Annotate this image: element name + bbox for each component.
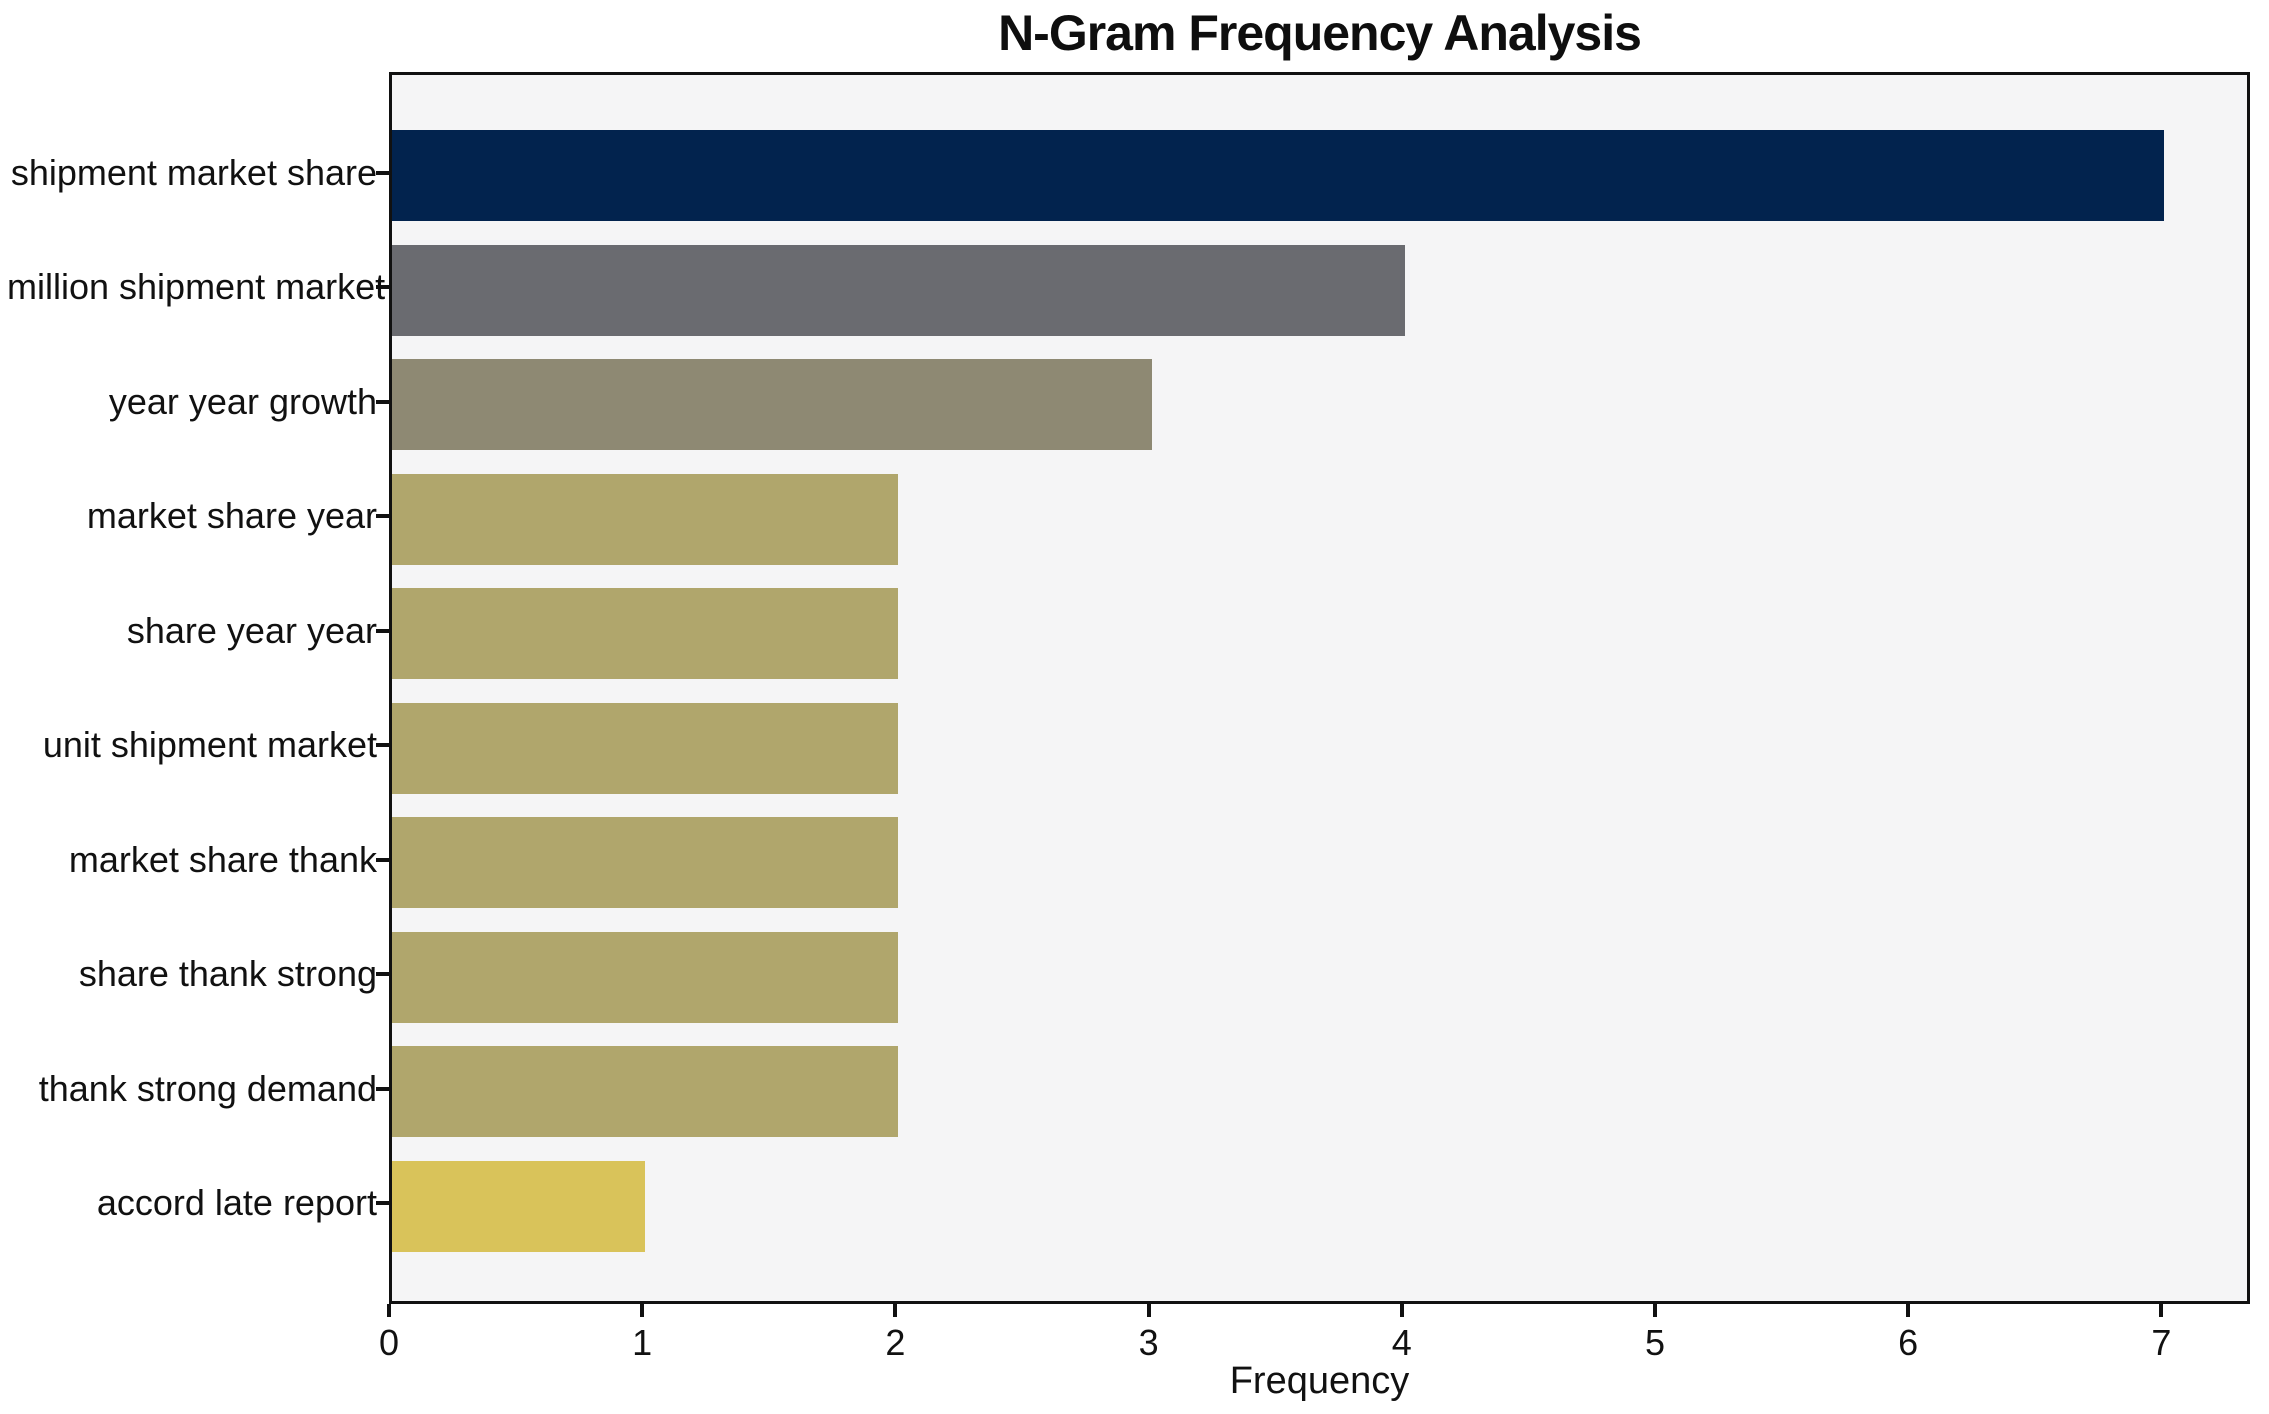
y-tick-label: year year growth xyxy=(108,380,377,422)
x-tick-label: 4 xyxy=(1391,1322,1412,1363)
bar-market-share-year xyxy=(392,473,899,565)
x-tick-label: 2 xyxy=(885,1322,906,1363)
x-tick-label: 6 xyxy=(1898,1322,1919,1363)
y-tick-label: shipment market share xyxy=(10,151,377,193)
y-tick-label: share year year xyxy=(126,609,377,651)
y-tick-mark xyxy=(376,857,389,862)
y-tick-mark xyxy=(376,285,389,290)
y-tick-mark xyxy=(376,514,389,519)
plot-area xyxy=(389,72,2250,1304)
x-tick-mark xyxy=(1399,1304,1404,1317)
bar-share-thank-strong xyxy=(392,931,899,1023)
bar-year-year-growth xyxy=(392,359,1152,451)
y-tick-mark xyxy=(376,743,389,748)
y-tick-label: market share thank xyxy=(68,838,377,880)
y-tick-mark xyxy=(376,628,389,633)
y-tick-label: share thank strong xyxy=(78,953,377,995)
bar-share-year-year xyxy=(392,588,899,680)
y-tick-mark xyxy=(376,399,389,404)
x-tick-label: 3 xyxy=(1138,1322,1159,1363)
y-tick-mark xyxy=(376,1086,389,1091)
x-tick-label: 1 xyxy=(632,1322,653,1363)
y-tick-label: market share year xyxy=(86,495,377,537)
y-tick-label: million shipment market xyxy=(7,266,386,308)
x-tick-mark xyxy=(893,1304,898,1317)
bar-shipment-market-share xyxy=(392,130,2165,222)
y-tick-label: thank strong demand xyxy=(38,1067,377,1109)
x-tick-mark xyxy=(640,1304,645,1317)
bar-million-shipment-market xyxy=(392,244,1405,336)
y-tick-mark xyxy=(376,1201,389,1206)
bar-accord-late-report xyxy=(392,1160,646,1252)
x-tick-mark xyxy=(1906,1304,1911,1317)
x-tick-label: 0 xyxy=(378,1322,400,1363)
bar-thank-strong-demand xyxy=(392,1046,899,1138)
x-tick-label: 5 xyxy=(1644,1322,1665,1363)
y-tick-label: accord late report xyxy=(96,1182,377,1224)
x-tick-mark xyxy=(2159,1304,2164,1317)
chart-title: N-Gram Frequency Analysis xyxy=(998,5,1642,61)
x-tick-mark xyxy=(387,1304,391,1317)
x-tick-mark xyxy=(1146,1304,1151,1317)
y-tick-mark xyxy=(376,972,389,977)
x-tick-mark xyxy=(1652,1304,1657,1317)
y-tick-mark xyxy=(376,170,389,175)
bar-unit-shipment-market xyxy=(392,702,899,794)
y-tick-label: unit shipment market xyxy=(42,724,377,766)
x-tick-label: 7 xyxy=(2151,1322,2172,1363)
x-axis-title: Frequency xyxy=(1229,1360,1410,1402)
bar-market-share-thank xyxy=(392,817,899,909)
